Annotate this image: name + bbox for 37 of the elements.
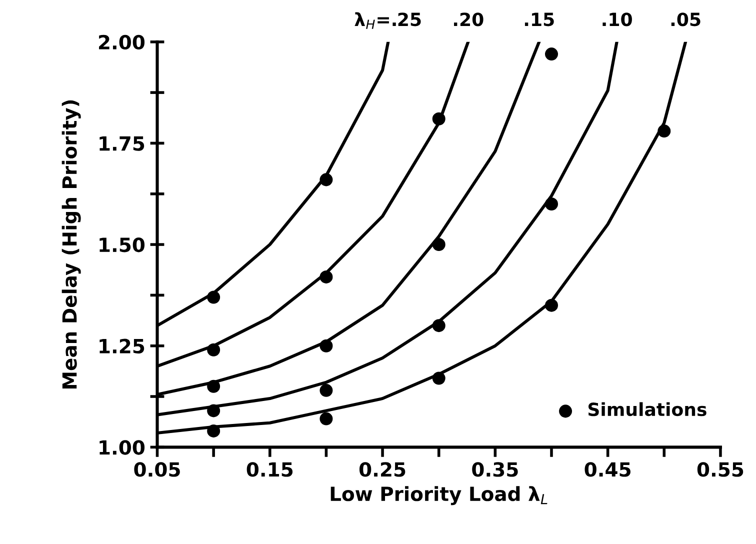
point xyxy=(207,404,220,418)
x-tick-label: 0.15 xyxy=(246,462,293,477)
series-label: .15 xyxy=(524,12,554,26)
point xyxy=(207,290,220,304)
y-tick-label: 1.75 xyxy=(100,136,144,151)
point xyxy=(320,173,333,186)
x-axis-title: Low Priority Load λ$_{L}$ xyxy=(330,486,548,506)
y-axis-title: Mean Delay (High Priority) xyxy=(62,100,81,389)
point xyxy=(207,424,220,438)
x-tick-label: 0.45 xyxy=(584,462,630,477)
point xyxy=(658,124,671,138)
x-tick-label: 0.35 xyxy=(472,462,518,477)
point xyxy=(432,319,446,332)
point xyxy=(544,48,558,61)
y-tick-label: 1.00 xyxy=(100,440,145,455)
point xyxy=(544,197,558,211)
point xyxy=(320,339,333,352)
legend-label: Simulations xyxy=(588,402,706,416)
point xyxy=(544,298,558,312)
series-label: .05 xyxy=(671,12,700,26)
y-tick-label: 1.25 xyxy=(100,338,144,354)
x-tick-label: 0.55 xyxy=(697,462,744,477)
point xyxy=(432,238,446,252)
y-tick-label: 2.00 xyxy=(99,34,145,50)
point xyxy=(320,384,333,397)
point xyxy=(320,412,333,426)
x-tick-label: 0.05 xyxy=(134,462,180,477)
series-label: λ$_{H}$=.25 xyxy=(354,12,421,29)
x-tick-label: 0.25 xyxy=(359,462,406,477)
point xyxy=(207,380,220,393)
point xyxy=(432,372,446,385)
point xyxy=(207,343,220,356)
series-label: .10 xyxy=(602,12,632,26)
point xyxy=(432,112,446,126)
point xyxy=(320,270,333,284)
y-tick-label: 1.50 xyxy=(100,237,145,252)
series-label: .20 xyxy=(454,12,484,26)
